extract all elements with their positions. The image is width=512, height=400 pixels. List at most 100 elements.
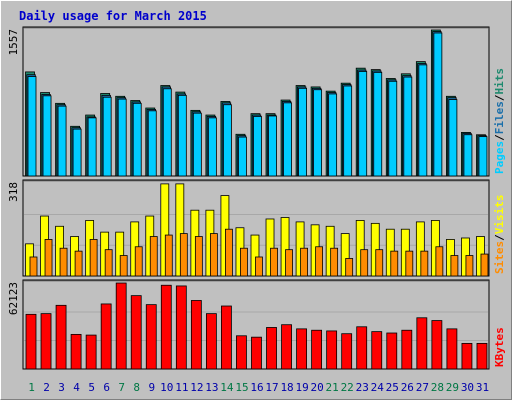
- sites-bar: [194, 236, 203, 277]
- x-tick-label: 8: [133, 381, 140, 394]
- pages-bar: [313, 89, 323, 177]
- x-tick-label: 10: [160, 381, 173, 394]
- pages-bar: [268, 115, 277, 177]
- kbytes-bar: [70, 333, 82, 370]
- kbytes-bar: [461, 342, 473, 370]
- pages-bar: [463, 134, 473, 177]
- kbytes-bar: [236, 335, 247, 370]
- sites-bar: [209, 233, 218, 277]
- kbytes-bar: [296, 328, 307, 370]
- kbytes-bar: [251, 336, 262, 370]
- legend-separator: /: [493, 94, 506, 101]
- legend-text: Sites/Visits: [493, 195, 506, 275]
- chart-marks: [25, 29, 489, 370]
- sites-bar: [285, 249, 293, 277]
- x-tick-label: 20: [311, 381, 324, 394]
- pages-bar: [253, 116, 262, 177]
- kbytes-bar: [130, 295, 142, 370]
- x-tick-label: 3: [58, 381, 65, 394]
- sites-bar: [300, 247, 308, 277]
- kbytes-bar: [85, 334, 97, 370]
- x-tick-label: 18: [280, 381, 293, 394]
- x-tick-label: 17: [265, 381, 278, 394]
- x-tick-label: 13: [205, 381, 218, 394]
- kbytes-bar: [160, 284, 172, 370]
- sites-bar: [149, 236, 158, 277]
- sites-bar: [225, 228, 233, 277]
- kbytes-bar: [401, 329, 413, 370]
- sites-bar: [179, 233, 188, 277]
- sites-bar: [240, 247, 248, 277]
- x-tick-label: 25: [386, 381, 399, 394]
- pages-bar: [373, 71, 383, 177]
- pages-bar: [42, 95, 52, 177]
- sites-bar: [89, 239, 98, 277]
- legend-text: Pages/Files/Hits: [493, 68, 506, 174]
- pages-bar: [87, 117, 97, 177]
- sites-bar: [435, 246, 444, 277]
- sites-bar: [450, 255, 459, 277]
- legend-files: Files: [493, 101, 506, 134]
- pages-bar: [207, 117, 217, 177]
- sites-bar: [360, 249, 369, 277]
- visits-bar: [340, 233, 350, 277]
- sites-bar: [330, 247, 339, 277]
- legend-sites: Sites: [493, 241, 506, 274]
- kbytes-bar: [446, 328, 458, 370]
- kbytes-bar: [190, 300, 202, 370]
- visits-bar: [355, 220, 365, 277]
- sites-bar: [480, 253, 489, 277]
- pages-bar: [448, 99, 458, 177]
- visits-bar: [175, 183, 185, 277]
- pages-bar: [72, 128, 82, 177]
- kbytes-bar: [221, 305, 232, 370]
- x-tick-label: 27: [416, 381, 429, 394]
- x-tick-label: 1: [28, 381, 35, 394]
- legend-visits: Visits: [493, 195, 506, 235]
- x-tick-label: 31: [476, 381, 489, 394]
- visits-bar: [280, 217, 290, 277]
- kbytes-bar: [175, 285, 187, 370]
- visits-bar: [160, 183, 170, 277]
- legend-pages: Pages: [493, 141, 506, 174]
- sites-bar: [315, 246, 324, 277]
- pages-bar: [102, 96, 112, 177]
- sites-bar: [59, 247, 68, 277]
- kbytes-bar: [386, 332, 398, 370]
- x-tick-label: 24: [371, 381, 385, 394]
- pages-bar: [192, 112, 202, 177]
- x-tick-label: 28: [431, 381, 444, 394]
- sites-bar: [29, 256, 38, 277]
- visits-bar: [250, 234, 260, 277]
- sites-bar: [255, 256, 263, 277]
- kbytes-bar: [145, 304, 157, 370]
- pages-bar: [147, 110, 157, 177]
- legend-kbytes: KBytes: [493, 327, 506, 367]
- sites-bar: [44, 239, 53, 277]
- x-tick-label: 6: [103, 381, 110, 394]
- kbytes-bar: [55, 304, 67, 370]
- kbytes-bar: [326, 330, 338, 370]
- pages-bar: [433, 32, 443, 177]
- sites-bar: [375, 249, 384, 277]
- visits-bar: [265, 218, 275, 277]
- x-tick-label: 11: [175, 381, 188, 394]
- x-tick-label: 4: [73, 381, 80, 394]
- pages-bar: [403, 76, 413, 177]
- sites-bar: [405, 250, 414, 277]
- pages-bar: [132, 102, 142, 177]
- pages-bar: [328, 93, 338, 177]
- sites-bar: [164, 234, 173, 277]
- kbytes-bar: [40, 313, 52, 370]
- x-tick-label: 26: [401, 381, 414, 394]
- legend-separator: /: [493, 234, 506, 241]
- x-tick-label: 5: [88, 381, 95, 394]
- x-tick-label: 16: [250, 381, 263, 394]
- pages-bar: [388, 80, 398, 177]
- sites-bar: [74, 250, 83, 277]
- pages-bar: [343, 85, 353, 177]
- pages-bar: [27, 76, 37, 177]
- kbytes-bar: [281, 324, 292, 370]
